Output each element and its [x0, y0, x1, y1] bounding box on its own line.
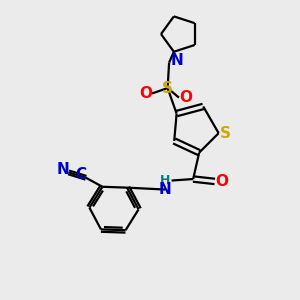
- Text: S: S: [162, 81, 173, 96]
- Text: O: O: [215, 174, 228, 189]
- Text: O: O: [139, 86, 152, 101]
- Text: N: N: [159, 182, 171, 197]
- Text: O: O: [179, 90, 192, 105]
- Text: N: N: [170, 53, 183, 68]
- Text: H: H: [160, 174, 170, 187]
- Text: C: C: [75, 167, 86, 182]
- Text: N: N: [56, 162, 69, 177]
- Text: S: S: [220, 126, 231, 141]
